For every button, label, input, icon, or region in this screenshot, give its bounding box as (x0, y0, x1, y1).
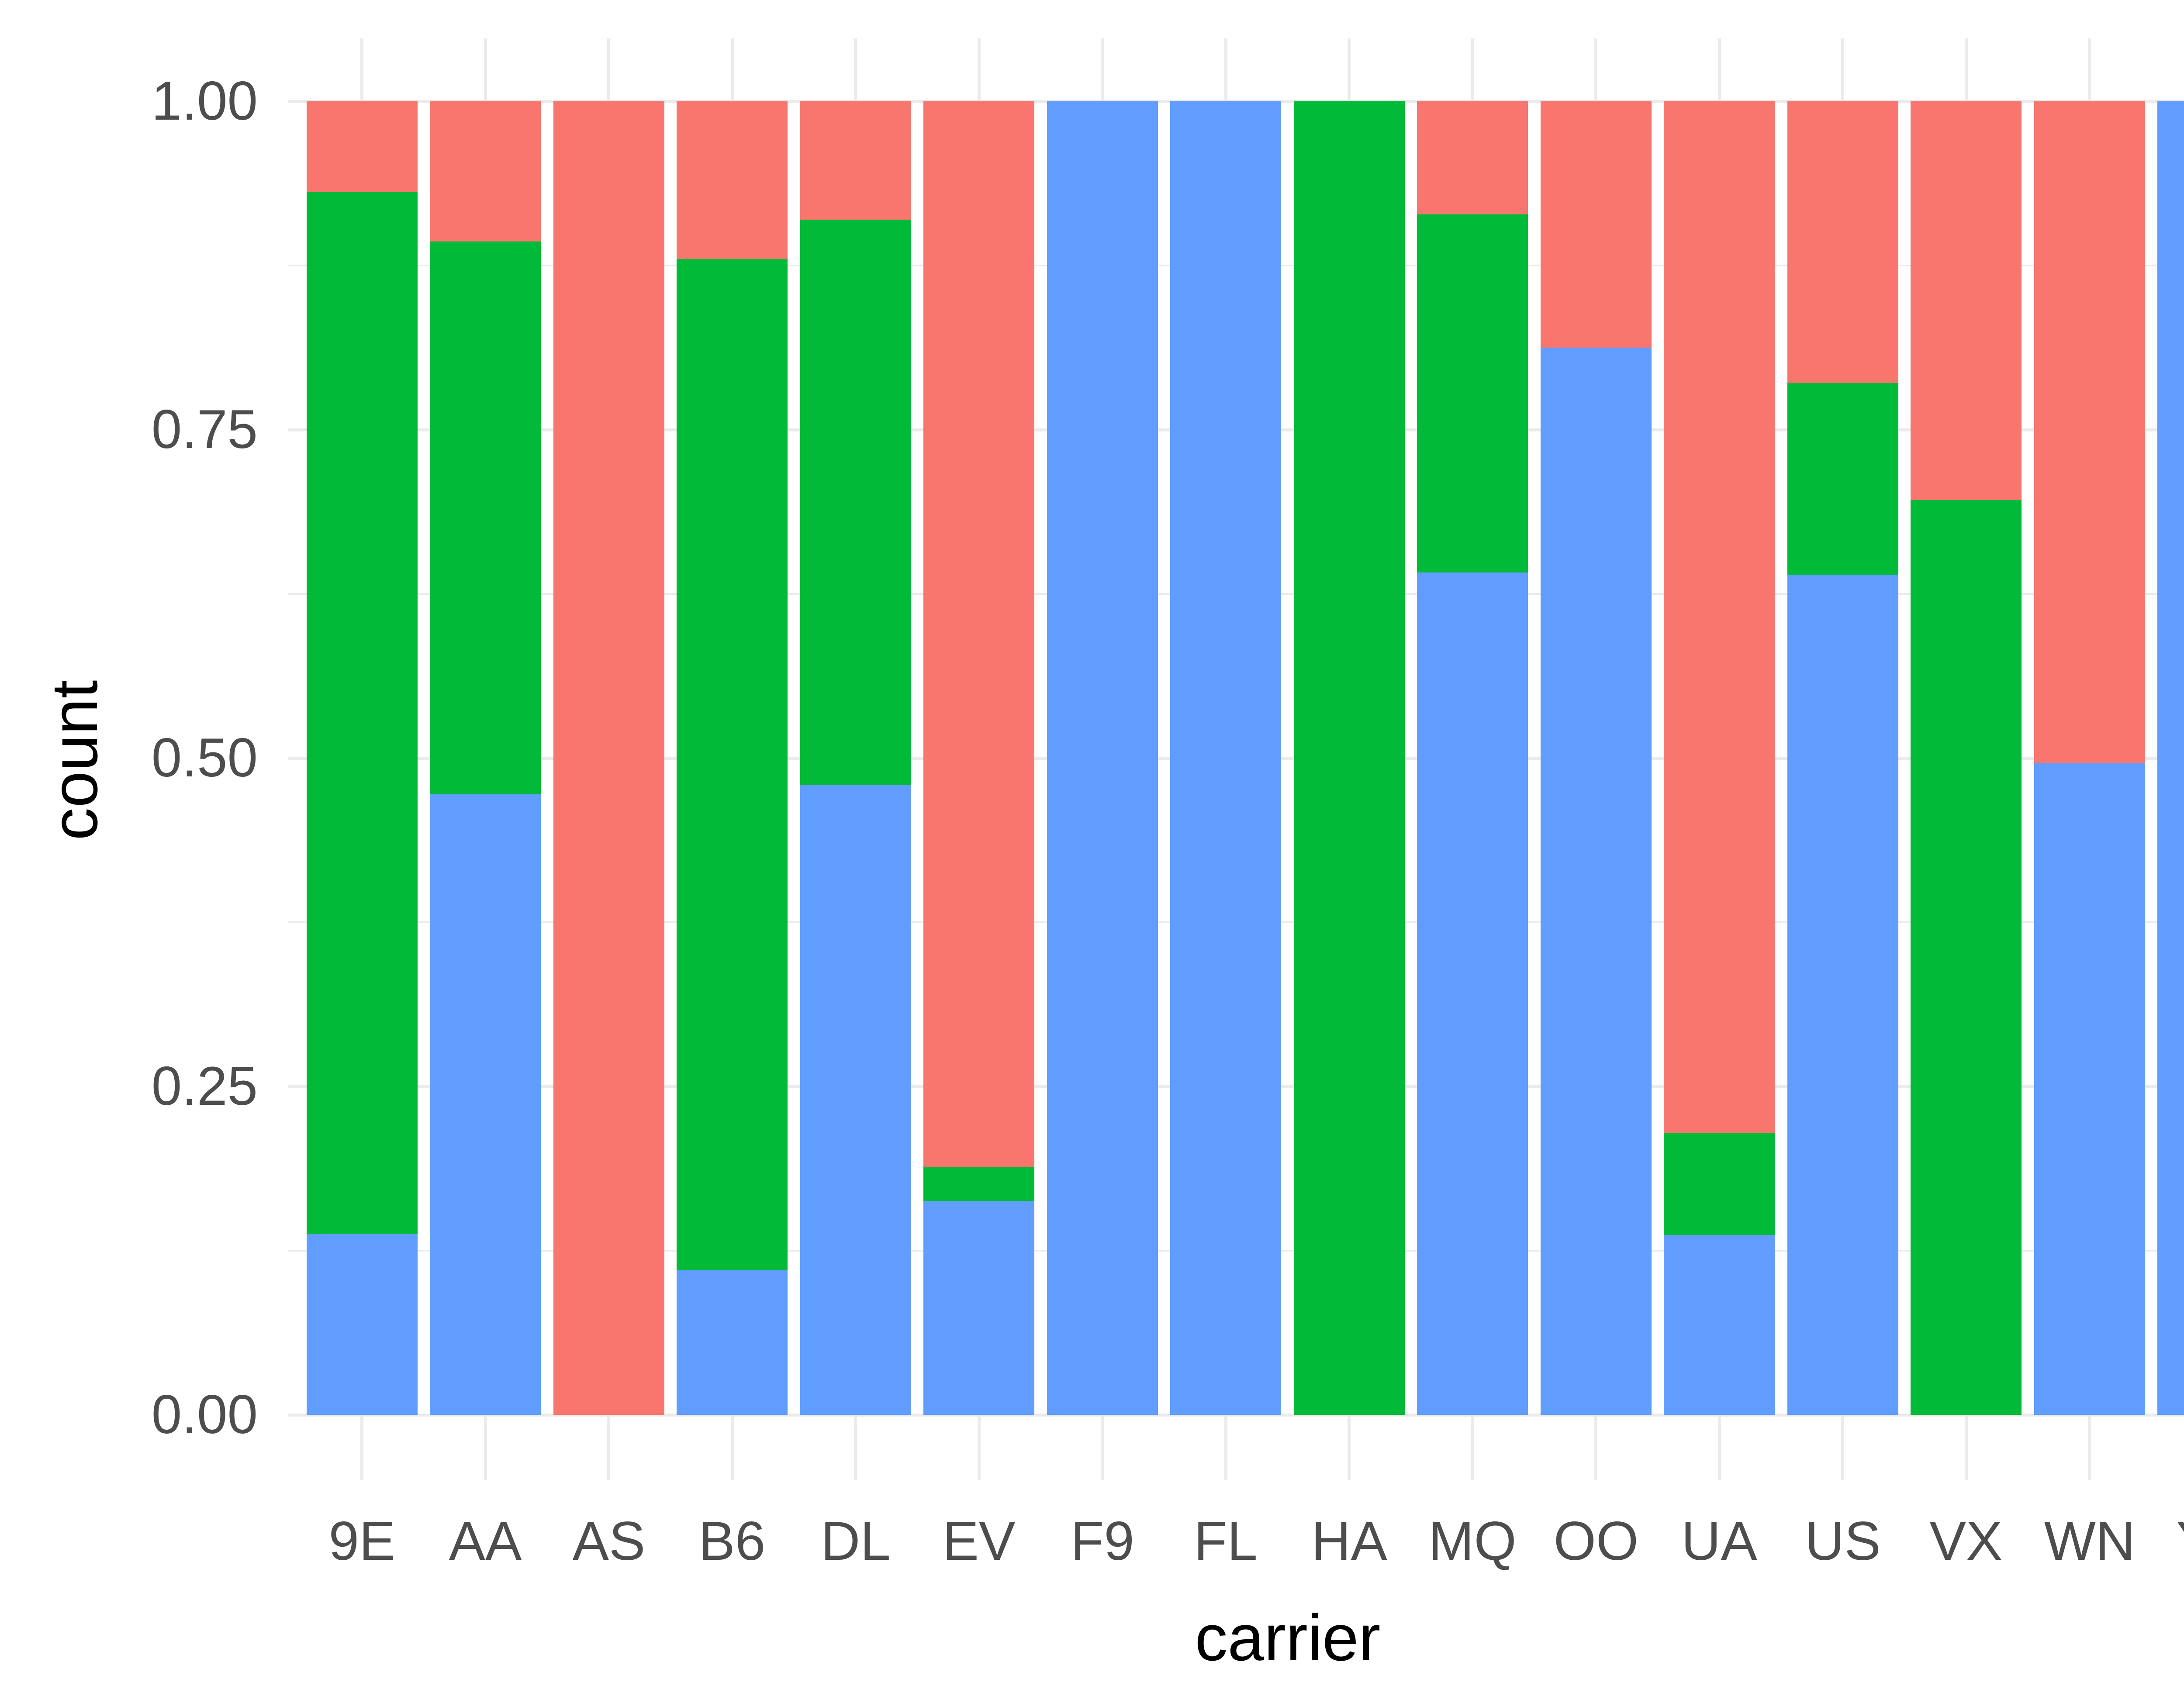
bar-segment-MQ-JFK (1417, 214, 1528, 572)
x-tick-label-YV: YV (2125, 1509, 2184, 1574)
bar-HA (1294, 38, 1405, 1480)
y-tick-label-0.25: 0.25 (151, 1056, 258, 1117)
bar-segment-B6-JFK (677, 259, 788, 1270)
plot-panel (288, 38, 2184, 1480)
bar-AS (553, 38, 664, 1480)
bar-segment-US-LGA (1787, 575, 1898, 1415)
bar-segment-UA-LGA (1664, 1235, 1775, 1415)
bar-DL (800, 38, 911, 1480)
bar-segment-VX-JFK (1911, 500, 2022, 1415)
y-tick-label-0.00: 0.00 (151, 1384, 258, 1445)
bar-segment-FL-LGA (1170, 101, 1281, 1415)
x-tick-label-AA: AA (449, 1511, 522, 1572)
bar-B6 (677, 38, 788, 1480)
x-tick-label-B6: B6 (698, 1511, 766, 1572)
bar-segment-B6-EWR (677, 101, 788, 259)
bar-segment-EV-EWR (923, 101, 1034, 1167)
bar-segment-EV-JFK (923, 1167, 1034, 1201)
bar-F9 (1047, 38, 1158, 1480)
bar-segment-MQ-LGA (1417, 572, 1528, 1415)
bar-segment-VX-EWR (1911, 101, 2022, 500)
bar-segment-AA-LGA (430, 794, 541, 1415)
x-tick-label-EV: EV (942, 1511, 1016, 1572)
bar-segment-OO-LGA (1541, 348, 1652, 1415)
bar-US (1787, 38, 1898, 1480)
bar-segment-9E-EWR (307, 101, 418, 192)
bar-segment-HA-JFK (1294, 101, 1405, 1415)
x-tick-label-UA: UA (1681, 1511, 1757, 1572)
bar-VX (1911, 38, 2022, 1480)
bar-MQ (1417, 38, 1528, 1480)
gridline-y-major-0 (288, 1414, 2184, 1417)
bar-WN (2034, 38, 2145, 1480)
x-tick-label-OO: OO (1553, 1511, 1639, 1572)
x-tick-label-US: US (1805, 1511, 1881, 1572)
x-tick-label-WN: WN (2044, 1511, 2136, 1572)
x-tick-label-VX: VX (1929, 1511, 2003, 1572)
x-axis-title: carrier (1195, 1601, 1381, 1674)
x-tick-label-DL: DL (821, 1511, 891, 1572)
bar-AA (430, 38, 541, 1480)
bar-segment-US-JFK (1787, 383, 1898, 575)
bar-segment-OO-EWR (1541, 101, 1652, 348)
bar-segment-EV-LGA (923, 1201, 1034, 1415)
bar-segment-WN-LGA (2034, 763, 2145, 1415)
bar-segment-AA-EWR (430, 101, 541, 241)
bar-FL (1170, 38, 1281, 1480)
bar-segment-MQ-EWR (1417, 101, 1528, 214)
bar-OO (1541, 38, 1652, 1480)
bar-segment-F9-LGA (1047, 101, 1158, 1415)
bar-segment-9E-LGA (307, 1234, 418, 1415)
bar-segment-UA-EWR (1664, 101, 1775, 1133)
bar-segment-DL-EWR (800, 101, 911, 220)
bar-9E (307, 38, 418, 1480)
bar-segment-UA-JFK (1664, 1133, 1775, 1235)
bar-EV (923, 38, 1034, 1480)
x-tick-label-FL: FL (1194, 1511, 1258, 1572)
bar-segment-YV-LGA (2157, 101, 2184, 1415)
y-tick-label-0.75: 0.75 (151, 399, 258, 460)
x-tick-label-HA: HA (1311, 1511, 1387, 1572)
bar-UA (1664, 38, 1775, 1480)
bar-segment-AS-EWR (553, 101, 664, 1415)
y-axis-title: count (38, 680, 111, 841)
bar-segment-AA-JFK (430, 241, 541, 794)
y-tick-label-1.00: 1.00 (151, 71, 258, 131)
bar-segment-B6-LGA (677, 1270, 788, 1415)
bar-segment-9E-JFK (307, 192, 418, 1234)
y-tick-label-0.50: 0.50 (151, 728, 258, 788)
bar-segment-US-EWR (1787, 101, 1898, 383)
bar-segment-DL-LGA (800, 785, 911, 1415)
x-tick-label-9E: 9E (328, 1511, 396, 1572)
bar-YV (2157, 38, 2184, 1480)
x-tick-label-AS: AS (572, 1511, 646, 1572)
x-tick-label-F9: F9 (1071, 1511, 1134, 1572)
x-tick-label-MQ: MQ (1428, 1511, 1517, 1572)
bar-segment-DL-JFK (800, 220, 911, 785)
bar-segment-WN-EWR (2034, 101, 2145, 763)
